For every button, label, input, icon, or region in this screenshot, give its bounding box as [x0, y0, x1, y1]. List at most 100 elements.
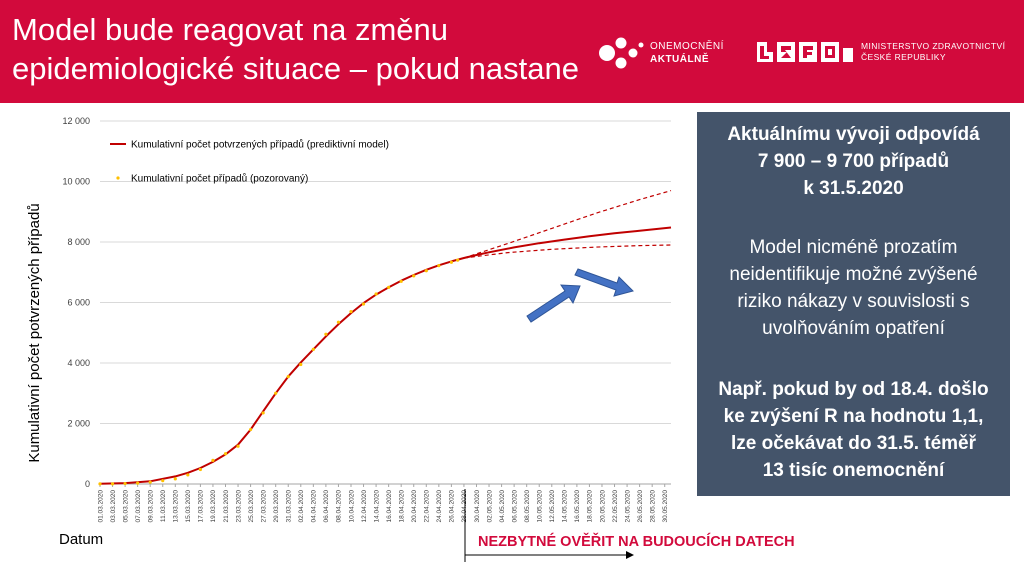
x-tick-label: 26.04.2020	[449, 490, 456, 523]
panel-summary: Aktuálnímu vývoji odpovídá 7 900 – 9 700…	[697, 121, 1010, 202]
observed-point	[136, 481, 140, 485]
x-tick-label: 11.03.2020	[160, 490, 167, 522]
x-tick-label: 31.03.2020	[286, 490, 293, 523]
x-tick-label: 28.05.2020	[649, 490, 656, 523]
x-tick-label: 12.04.2020	[361, 490, 368, 523]
y-tick-label: 2 000	[67, 419, 90, 429]
x-tick-label: 05.03.2020	[122, 490, 129, 523]
scenario-dashed-line	[463, 190, 672, 259]
verify-note: NEZBYTNÉ OVĚŘIT NA BUDOUCÍCH DATECH	[478, 534, 795, 550]
x-tick-label: 10.05.2020	[537, 490, 544, 523]
observed-point	[98, 482, 102, 486]
panel-line-3: k 31.5.2020	[803, 178, 904, 199]
ministry-logo: MINISTERSTVO ZDRAVOTNICTVÍ ČESKÉ REPUBLI…	[755, 36, 1020, 70]
onemocneni-aktualne-logo: ONEMOCNĚNÍ AKTUÁLNĚ	[598, 33, 748, 73]
x-axis-label: Datum	[59, 531, 104, 548]
x-tick-label: 17.03.2020	[198, 490, 205, 523]
panel-line-1: Aktuálnímu vývoji odpovídá	[727, 124, 980, 145]
x-tick-label: 18.05.2020	[587, 490, 594, 523]
x-tick-label: 15.03.2020	[185, 490, 192, 523]
x-tick-label: 13.03.2020	[173, 490, 180, 523]
logo1-line1: ONEMOCNĚNÍ	[650, 41, 724, 52]
x-tick-label: 29.03.2020	[273, 490, 280, 523]
observed-point	[148, 480, 152, 484]
page-title-line-2: epidemiologické situace – pokud nastane	[12, 51, 579, 86]
logo1-line2: AKTUÁLNĚ	[650, 54, 709, 65]
x-tick-label: 20.05.2020	[599, 490, 606, 523]
x-tick-label: 08.04.2020	[336, 490, 343, 523]
observed-point	[261, 411, 265, 415]
scenario-dashed-line	[463, 244, 672, 259]
observed-point	[311, 347, 315, 351]
observed-point	[223, 452, 228, 456]
legend-label: Kumulativní počet případů (pozorovaný)	[131, 173, 308, 185]
y-tick-label: 6 000	[67, 298, 90, 308]
y-tick-label: 10 000	[62, 177, 90, 187]
panel-line-10: lze očekávat do 31.5. téměř	[730, 433, 976, 454]
x-tick-label: 02.05.2020	[486, 490, 493, 523]
x-tick-label: 21.03.2020	[223, 490, 230, 523]
x-tick-label: 01.03.2020	[97, 490, 104, 523]
chart-series	[98, 190, 672, 486]
x-tick-label: 14.05.2020	[562, 490, 569, 523]
x-tick-label: 06.05.2020	[511, 490, 518, 523]
x-tick-label: 20.04.2020	[411, 490, 418, 523]
x-tick-label: 04.05.2020	[499, 490, 506, 523]
observed-point	[361, 302, 366, 306]
x-tick-label: 03.03.2020	[110, 490, 117, 523]
y-tick-label: 4 000	[67, 358, 90, 368]
logo1-text: ONEMOCNĚNÍ AKTUÁLNĚ	[650, 40, 724, 66]
x-tick-label: 12.05.2020	[549, 490, 556, 523]
observed-point	[236, 444, 240, 448]
panel-line-2: 7 900 – 9 700 případů	[757, 151, 950, 172]
x-tick-label: 02.04.2020	[298, 490, 305, 523]
up-arrow-icon	[526, 284, 581, 323]
x-tick-label: 08.05.2020	[524, 490, 531, 523]
y-tick-labels: 0 2 000 4 000 6 000 8 000 10 000 12 000	[62, 116, 90, 489]
header-bar: Model bude reagovat na změnu epidemiolog…	[0, 0, 1024, 103]
page-title-line-1: Model bude reagovat na změnu	[12, 12, 449, 47]
x-tick-label: 27.03.2020	[260, 490, 267, 523]
x-tick-label: 24.04.2020	[436, 490, 443, 523]
observed-point	[198, 467, 202, 472]
observed-point	[399, 279, 403, 283]
x-tick-label: 10.04.2020	[348, 490, 355, 523]
observed-point	[349, 309, 353, 314]
legend-label: Kumulativní počet potvrzených případů (p…	[131, 139, 389, 151]
panel-scenario: Např. pokud by od 18.4. došlo ke zvýšení…	[697, 376, 1010, 484]
panel-line-5: neidentifikuje možné zvýšené	[729, 264, 978, 285]
legend-point-swatch	[116, 176, 120, 180]
observed-point	[412, 274, 416, 278]
observed-point	[248, 427, 253, 432]
x-tick-label: 22.04.2020	[424, 490, 431, 523]
observed-point	[437, 263, 441, 268]
observed-point	[374, 292, 378, 296]
panel-line-8: Např. pokud by od 18.4. došlo	[718, 379, 989, 400]
x-tick-label: 25.03.2020	[248, 490, 255, 523]
chart-grid	[100, 120, 671, 485]
y-tick-label: 0	[85, 479, 90, 489]
logo2-text: MINISTERSTVO ZDRAVOTNICTVÍ ČESKÉ REPUBLI…	[861, 41, 1005, 63]
model-line	[99, 226, 672, 485]
y-tick-label: 12 000	[62, 116, 90, 126]
x-tick-label: 14.04.2020	[373, 490, 380, 523]
observed-point	[456, 258, 460, 262]
x-tick-label: 18.04.2020	[398, 490, 405, 523]
observed-point	[449, 260, 453, 264]
observed-point	[110, 482, 115, 486]
chart-legend: Kumulativní počet potvrzených případů (p…	[110, 139, 389, 185]
observed-point	[161, 479, 165, 483]
observed-point	[274, 391, 278, 395]
info-panel: Aktuálnímu vývoji odpovídá 7 900 – 9 700…	[697, 112, 1010, 496]
observed-point	[286, 375, 290, 379]
panel-line-11: 13 tisíc onemocnění	[762, 460, 945, 481]
panel-note: Model nicméně prozatím neidentifikuje mo…	[697, 234, 1010, 342]
observed-point	[123, 481, 127, 486]
x-tick-label: 23.03.2020	[235, 490, 242, 523]
x-tick-label: 26.05.2020	[637, 490, 644, 523]
observed-point	[211, 458, 215, 463]
y-axis-label: Kumulativní počet potvrzených případů	[26, 203, 43, 462]
dots-logo-icon	[599, 37, 644, 69]
cumulative-cases-chart: 0 2 000 4 000 6 000 8 000 10 000 12 000 01.03.…	[26, 116, 672, 562]
observed-point	[299, 362, 303, 367]
